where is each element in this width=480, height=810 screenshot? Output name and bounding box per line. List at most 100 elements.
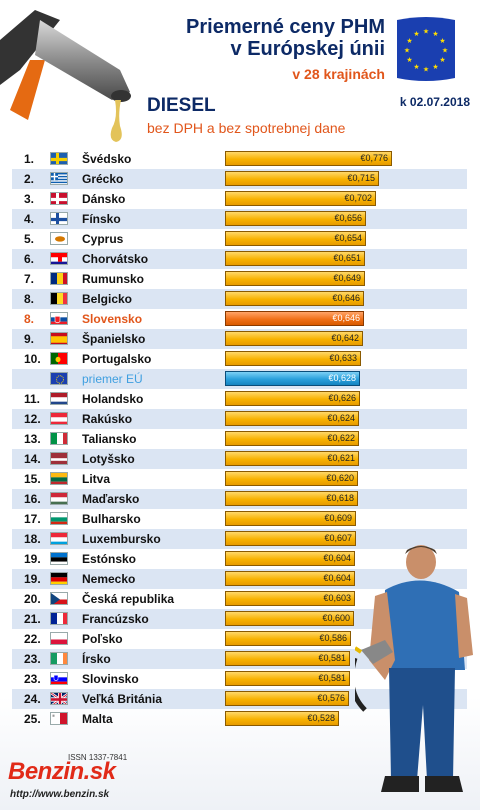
price-bar: €0,604: [225, 551, 355, 566]
flag-lt-icon: [50, 472, 68, 485]
flag-eu-icon: [50, 372, 68, 385]
country-label: Litva: [82, 472, 111, 486]
price-bar: €0,646: [225, 311, 364, 326]
country-label: Poľsko: [82, 632, 123, 646]
rank-label: 1.: [24, 152, 35, 166]
rank-label: 16.: [24, 492, 41, 506]
flag-pt-icon: [50, 352, 68, 365]
country-row: 16. Maďarsko €0,618: [12, 489, 467, 509]
country-label: Slovinsko: [82, 672, 139, 686]
rank-label: 13.: [24, 432, 41, 446]
rank-label: 23.: [24, 672, 41, 686]
country-label: Slovensko: [82, 312, 143, 326]
rank-label: 9.: [24, 332, 35, 346]
rank-label: 2.: [24, 172, 35, 186]
price-bar: €0,528: [225, 711, 339, 726]
price-bar: €0,622: [225, 431, 359, 446]
country-row: 9. Španielsko €0,642: [12, 329, 467, 349]
issn-label: ISSN 1337-7841: [68, 753, 128, 762]
rank-label: 3.: [24, 192, 35, 206]
price-value-label: €0,624: [327, 413, 355, 423]
flag-gb-icon: [50, 692, 68, 705]
price-bar: €0,633: [225, 351, 361, 366]
svg-text:★: ★: [413, 30, 419, 38]
price-bar: €0,649: [225, 271, 365, 286]
price-bar: €0,581: [225, 651, 350, 666]
country-label: Francúzsko: [82, 612, 149, 626]
page-subtitle: v 28 krajinách: [292, 66, 385, 82]
country-row: 21. Francúzsko €0,600: [12, 609, 467, 629]
price-value-label: €0,715: [347, 173, 375, 183]
price-bar: €0,628: [225, 371, 360, 386]
svg-text:★: ★: [439, 56, 445, 64]
country-row: 11. Holandsko €0,626: [12, 389, 467, 409]
rank-label: 10.: [24, 352, 41, 366]
flag-dk-icon: [50, 192, 68, 205]
page-title: Priemerné ceny PHM: [186, 16, 385, 38]
svg-text:★: ★: [442, 47, 448, 55]
flag-es-icon: [50, 332, 68, 345]
flag-cy-icon: [50, 232, 68, 245]
rank-label: 11.: [24, 392, 41, 406]
country-label: priemer EÚ: [82, 372, 143, 386]
country-row: 19. Estónsko €0,604: [12, 549, 467, 569]
rank-label: 7.: [24, 272, 35, 286]
site-url[interactable]: http://www.benzin.sk: [10, 789, 110, 800]
page-title-line2: v Európskej únii: [230, 38, 385, 60]
flag-fi-icon: [50, 212, 68, 225]
rank-label: 4.: [24, 212, 35, 226]
rank-label: 15.: [24, 472, 41, 486]
rank-label: 25.: [24, 712, 41, 726]
price-value-label: €0,528: [307, 713, 335, 723]
price-value-label: €0,620: [326, 473, 354, 483]
flag-ie-icon: [50, 652, 68, 665]
rank-label: 5.: [24, 232, 35, 246]
country-label: Lotyšsko: [82, 452, 135, 466]
flag-be-icon: [50, 292, 68, 305]
country-row: 15. Litva €0,620: [12, 469, 467, 489]
svg-text:★: ★: [406, 37, 412, 45]
country-label: Holandsko: [82, 392, 144, 406]
country-label: Írsko: [82, 652, 111, 666]
country-label: Rakúsko: [82, 412, 133, 426]
flag-bg-icon: [50, 512, 68, 525]
country-label: Švédsko: [82, 152, 132, 166]
price-bar: €0,715: [225, 171, 379, 186]
price-bar: €0,603: [225, 591, 355, 606]
rank-label: 8.: [24, 292, 35, 306]
flag-gr-icon: [50, 172, 68, 185]
price-bar: €0,646: [225, 291, 364, 306]
price-value-label: €0,581: [318, 653, 346, 663]
svg-text:★: ★: [423, 28, 429, 36]
country-label: Belgicko: [82, 292, 133, 306]
country-row: 10. Portugalsko €0,633: [12, 349, 467, 369]
price-bar: €0,607: [225, 531, 356, 546]
rank-label: 24.: [24, 692, 41, 706]
price-value-label: €0,604: [323, 553, 351, 563]
flag-si-icon: [50, 672, 68, 685]
price-bar: €0,609: [225, 511, 356, 526]
country-label: Estónsko: [82, 552, 137, 566]
rank-label: 12.: [24, 412, 41, 426]
fuel-nozzle-icon: [0, 10, 131, 142]
price-value-label: €0,622: [327, 433, 355, 443]
flag-ro-icon: [50, 272, 68, 285]
price-note: bez DPH a bez spotrebnej dane: [147, 120, 346, 136]
country-label: Česká republika: [82, 592, 175, 606]
country-row: 8. Belgicko €0,646: [12, 289, 467, 309]
country-row: 1. Švédsko €0,776: [12, 149, 467, 169]
rank-label: 20.: [24, 592, 41, 606]
country-label: Cyprus: [82, 232, 124, 246]
flag-hr-icon: [50, 252, 68, 265]
country-row: 3. Dánsko €0,702: [12, 189, 467, 209]
price-value-label: €0,603: [323, 593, 351, 603]
price-value-label: €0,609: [324, 513, 352, 523]
flag-it-icon: [50, 432, 68, 445]
flag-ee-icon: [50, 552, 68, 565]
svg-text:★: ★: [406, 56, 412, 64]
price-value-label: €0,646: [332, 313, 360, 323]
country-row: 17. Bulharsko €0,609: [12, 509, 467, 529]
country-row: 5. Cyprus €0,654: [12, 229, 467, 249]
svg-text:★: ★: [432, 63, 438, 71]
price-value-label: €0,586: [319, 633, 347, 643]
